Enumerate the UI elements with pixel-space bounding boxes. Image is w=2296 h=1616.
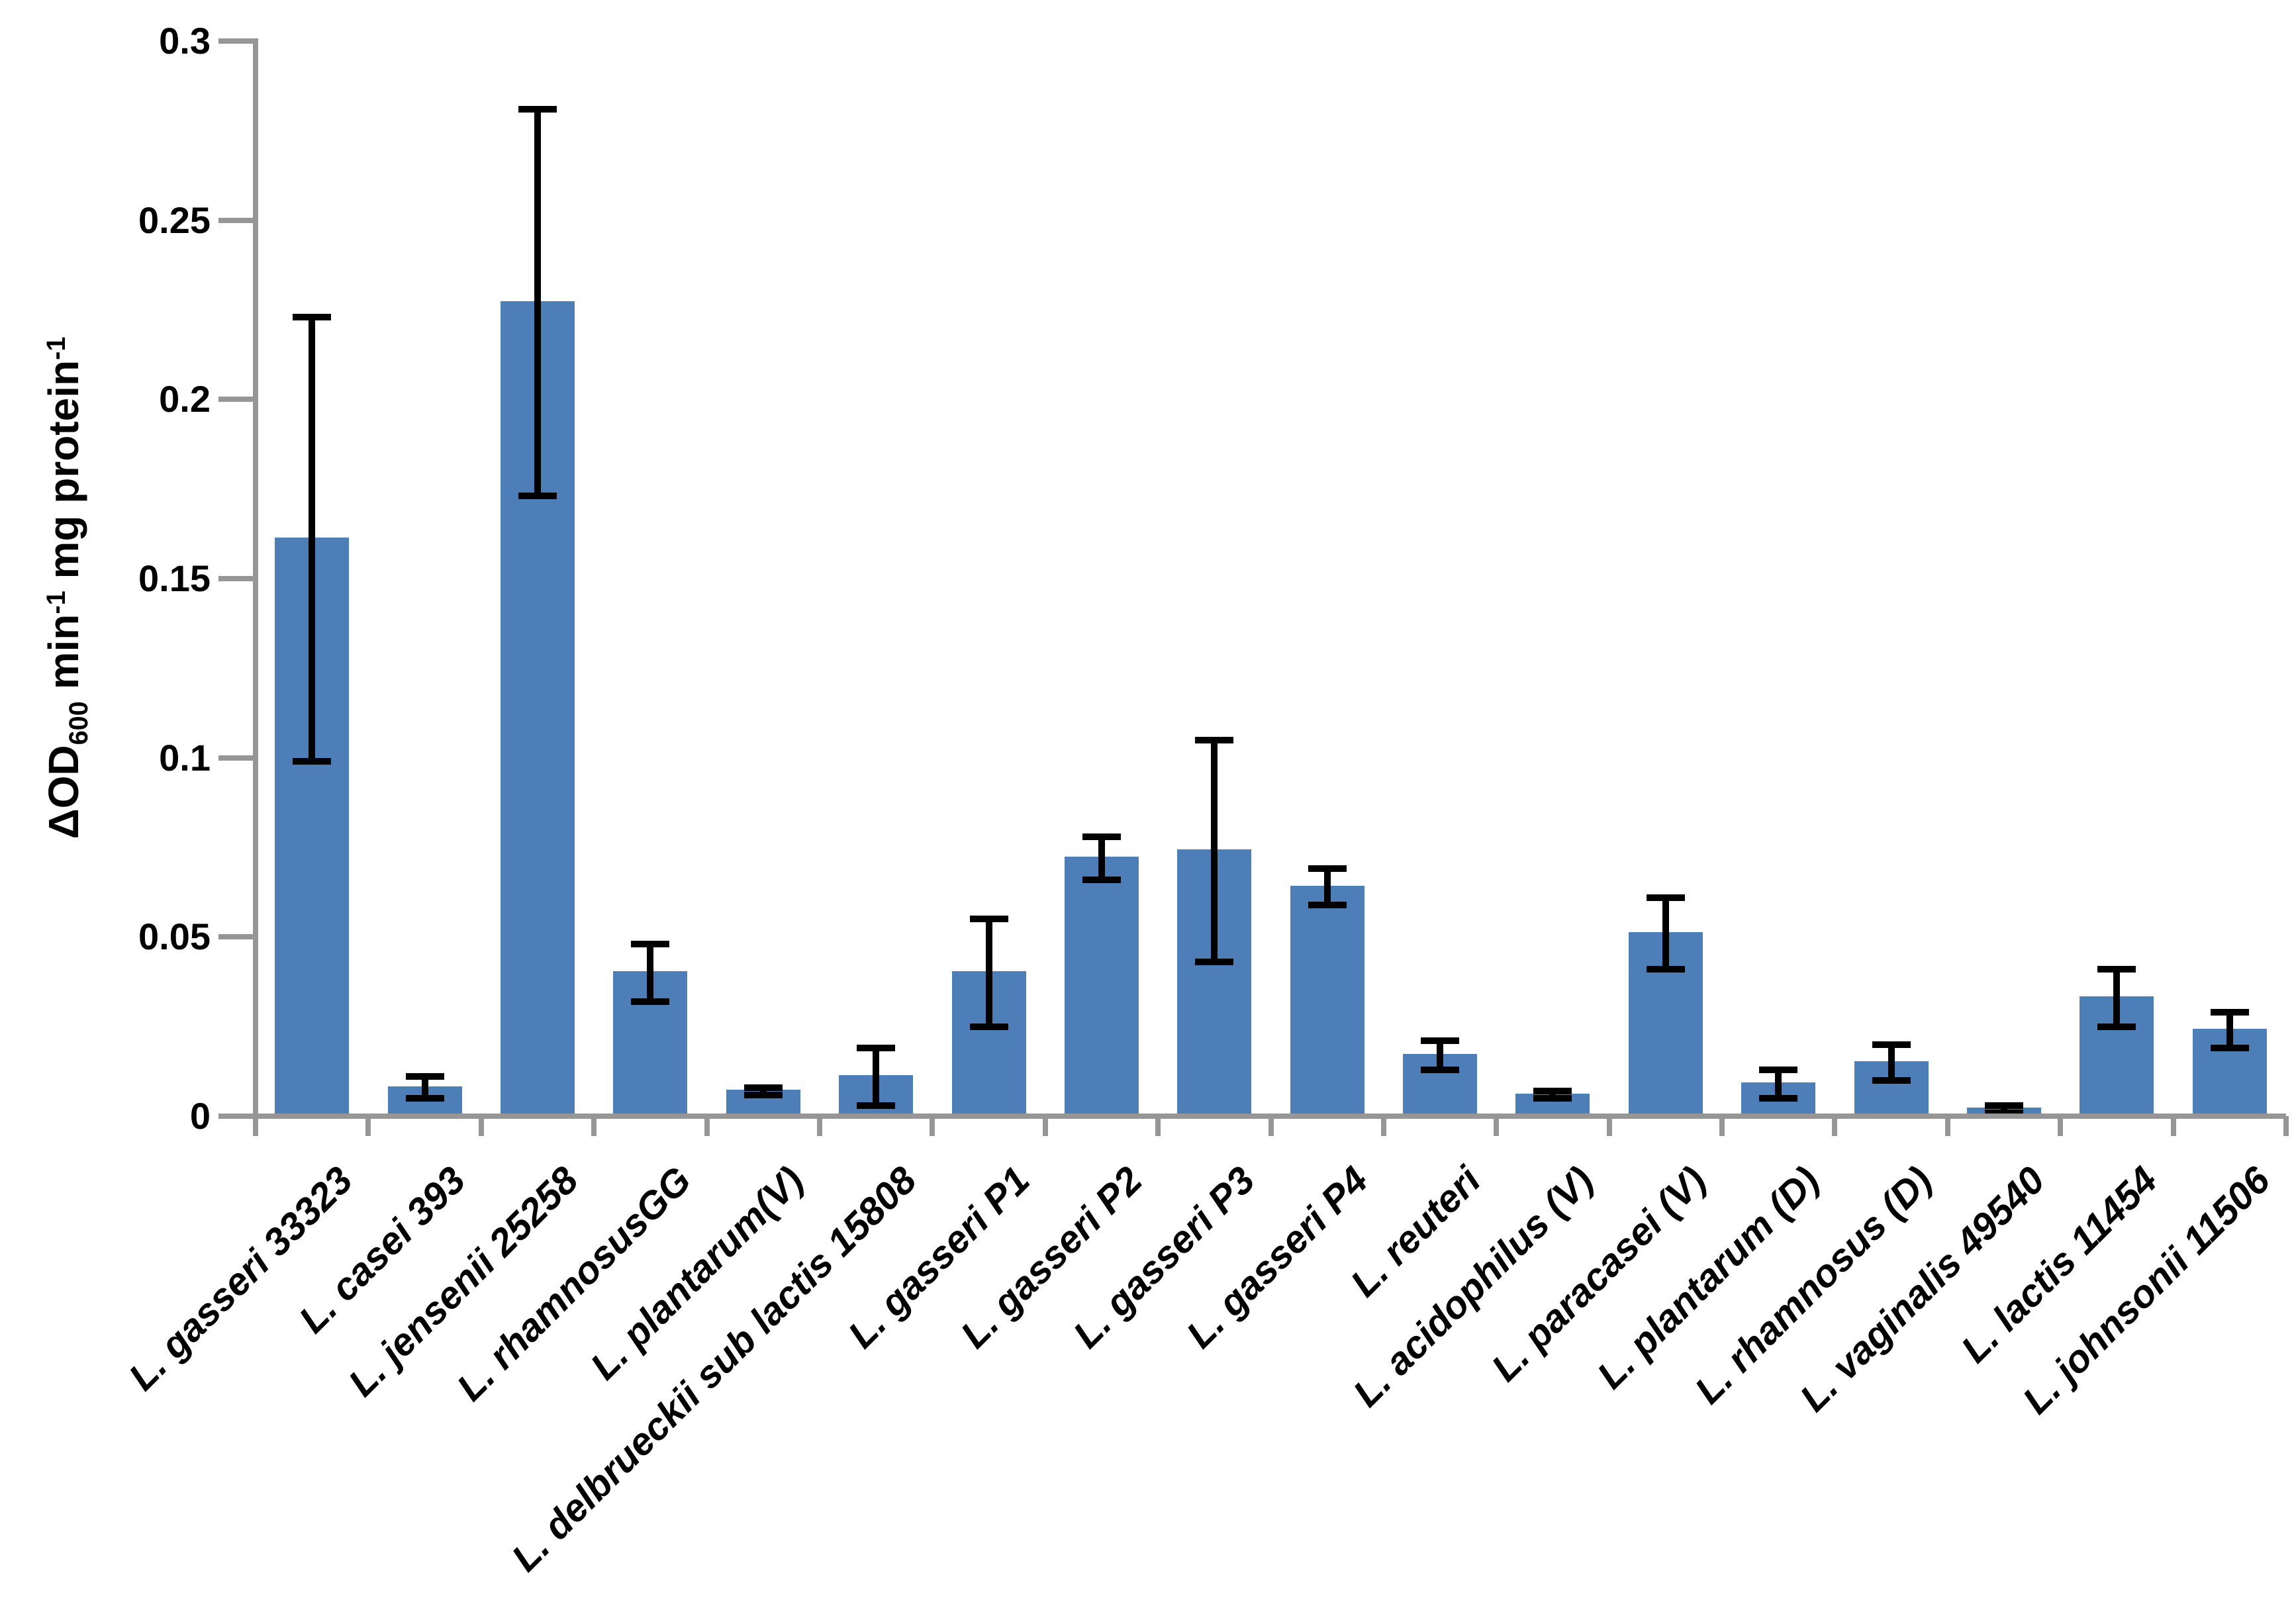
y-tick-label: 0.1 (159, 736, 211, 779)
error-bar-line (1888, 1044, 1895, 1080)
y-tick-label: 0.25 (138, 199, 211, 241)
x-axis-tick (930, 1116, 935, 1136)
error-bar-cap (1646, 894, 1685, 901)
x-axis-tick (253, 1116, 258, 1136)
error-bar-cap (2097, 966, 2136, 973)
y-tick-label: 0 (189, 1095, 211, 1137)
error-bar-line (1098, 836, 1105, 880)
error-bar-line (647, 944, 654, 1002)
error-bar-cap (1646, 966, 1685, 973)
x-axis-tick (591, 1116, 597, 1136)
y-axis-tick (218, 576, 256, 581)
error-bar-cap (857, 1045, 896, 1052)
x-axis-tick (478, 1116, 484, 1136)
error-bar-cap (857, 1102, 896, 1109)
error-bar-line (2226, 1012, 2233, 1049)
x-axis-tick (1494, 1116, 1500, 1136)
error-bar-cap (1872, 1041, 1911, 1048)
error-bar-line (421, 1076, 428, 1098)
error-bar-cap (743, 1084, 783, 1091)
x-axis-tick (1832, 1116, 1838, 1136)
x-axis-tick (2283, 1116, 2289, 1136)
x-category-label: L. paracasei (V) (1483, 1158, 1715, 1390)
y-axis-tick (218, 397, 256, 403)
x-axis-tick (1380, 1116, 1386, 1136)
error-bar-line (2113, 969, 2121, 1027)
y-axis-tick (218, 934, 256, 940)
y-axis-tick (218, 217, 256, 223)
x-axis-tick (1042, 1116, 1048, 1136)
error-bar-cap (743, 1091, 783, 1098)
x-axis-tick (365, 1116, 371, 1136)
x-category-label: L. delbrueckii sub lactis 15808 (503, 1158, 925, 1580)
x-axis-tick (2058, 1116, 2064, 1136)
error-bar-cap (1759, 1094, 1798, 1102)
x-axis-tick (1268, 1116, 1274, 1136)
y-axis-line (253, 38, 258, 1136)
x-axis-tick (2170, 1116, 2176, 1136)
x-category-label: L. plantarum(V) (582, 1158, 812, 1388)
error-bar-line (1662, 897, 1669, 970)
error-bar-cap (293, 758, 332, 765)
error-bar-line (1323, 869, 1331, 905)
x-axis-line (218, 1114, 2286, 1119)
error-bar-cap (1985, 1102, 2024, 1109)
error-bar-cap (1082, 833, 1121, 840)
y-tick-label: 0.15 (138, 557, 211, 599)
y-tick-label: 0.05 (138, 916, 211, 958)
error-bar-cap (1421, 1037, 1460, 1045)
x-axis-tick (1944, 1116, 1950, 1136)
error-bar-line (2001, 1105, 2008, 1113)
error-bar-cap (1082, 876, 1121, 883)
x-axis-tick (1606, 1116, 1612, 1136)
error-bar-cap (1421, 1066, 1460, 1073)
error-bar-cap (1195, 959, 1234, 966)
error-bar-cap (2097, 1023, 2136, 1030)
error-bar-cap (1985, 1109, 2024, 1116)
y-tick-label: 0.3 (159, 20, 211, 62)
error-bar-cap (1308, 865, 1347, 873)
error-bar-cap (1533, 1094, 1572, 1102)
error-bar-cap (1759, 1066, 1798, 1073)
x-axis-tick (1719, 1116, 1725, 1136)
error-bar-line (1211, 739, 1218, 963)
error-bar-cap (518, 105, 557, 113)
error-bar-line (309, 316, 316, 762)
error-bar-cap (2210, 1009, 2249, 1016)
error-bar-line (873, 1048, 880, 1106)
bar (1290, 885, 1364, 1115)
error-bar-cap (1872, 1076, 1911, 1084)
error-bar-cap (1195, 736, 1234, 743)
error-bar-cap (2210, 1045, 2249, 1052)
y-axis-tick (218, 755, 256, 761)
error-bar-cap (631, 941, 670, 948)
error-bar-line (534, 109, 541, 497)
error-bar-cap (1308, 901, 1347, 908)
error-bar-cap (969, 916, 1008, 923)
error-bar-cap (405, 1094, 444, 1102)
y-axis-tick (218, 38, 256, 44)
error-bar-line (1437, 1041, 1444, 1070)
error-bar-cap (1533, 1088, 1572, 1095)
error-bar-line (1549, 1091, 1556, 1098)
error-bar-line (985, 919, 992, 1027)
error-bar-cap (405, 1073, 444, 1080)
error-bar-line (759, 1087, 767, 1095)
x-category-label: L. lactis 11454 (1953, 1158, 2166, 1371)
error-bar-cap (969, 1023, 1008, 1030)
y-tick-label: 0.2 (159, 378, 211, 420)
error-bar-cap (518, 493, 557, 500)
bar (1064, 857, 1139, 1115)
x-axis-tick (1155, 1116, 1161, 1136)
x-axis-tick (816, 1116, 822, 1136)
error-bar-cap (631, 998, 670, 1005)
error-bar-cap (293, 313, 332, 320)
x-axis-tick (704, 1116, 710, 1136)
error-bar-line (1775, 1069, 1782, 1098)
